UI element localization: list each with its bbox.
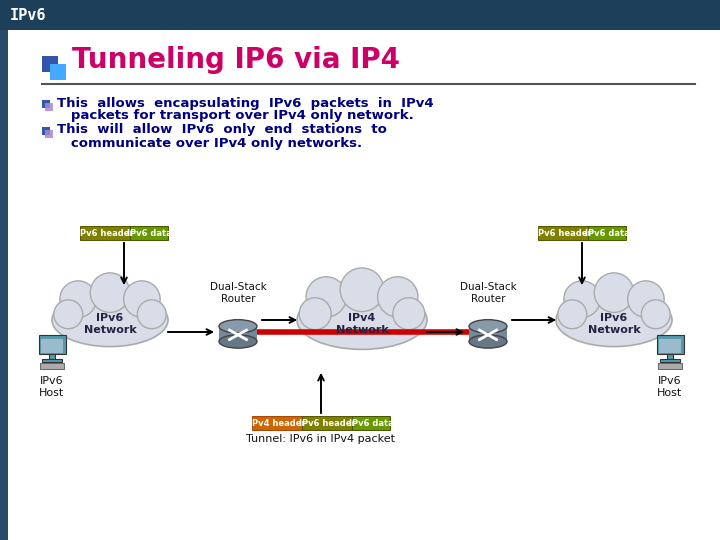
Bar bbox=[660, 339, 681, 353]
Circle shape bbox=[54, 300, 83, 329]
Text: IPv6 data: IPv6 data bbox=[127, 228, 171, 238]
Text: packets for transport over IPv4 only network.: packets for transport over IPv4 only net… bbox=[57, 110, 414, 123]
Bar bbox=[588, 226, 626, 240]
Ellipse shape bbox=[219, 320, 257, 333]
Text: IPv4 header: IPv4 header bbox=[248, 418, 305, 428]
Circle shape bbox=[594, 273, 634, 313]
Text: IPv6: IPv6 bbox=[10, 8, 47, 23]
Ellipse shape bbox=[469, 335, 507, 348]
Text: IPv4
Network: IPv4 Network bbox=[336, 313, 388, 335]
Bar bbox=[302, 416, 352, 430]
Circle shape bbox=[306, 276, 346, 317]
Circle shape bbox=[300, 298, 331, 329]
Bar bbox=[658, 362, 682, 369]
Text: IPv6
Network: IPv6 Network bbox=[588, 313, 640, 335]
Text: A: A bbox=[233, 348, 243, 361]
Bar bbox=[0, 30, 8, 540]
Circle shape bbox=[628, 281, 664, 318]
Text: Tunneling IP6 via IP4: Tunneling IP6 via IP4 bbox=[72, 46, 400, 74]
Text: This  allows  encapsulating  IPv6  packets  in  IPv4: This allows encapsulating IPv6 packets i… bbox=[57, 97, 433, 110]
Text: B: B bbox=[483, 348, 492, 361]
Circle shape bbox=[124, 281, 160, 318]
Bar bbox=[660, 359, 680, 362]
Bar bbox=[657, 335, 683, 354]
Bar bbox=[42, 100, 50, 108]
Circle shape bbox=[138, 300, 166, 329]
Bar bbox=[80, 226, 130, 240]
Bar bbox=[352, 416, 390, 430]
Circle shape bbox=[393, 298, 425, 329]
Text: Tunnel: IPv6 in IPv4 packet: Tunnel: IPv6 in IPv4 packet bbox=[246, 434, 395, 444]
Text: IPv6 header: IPv6 header bbox=[535, 228, 591, 238]
Bar bbox=[538, 226, 588, 240]
Text: Dual-Stack
Router: Dual-Stack Router bbox=[459, 282, 516, 304]
Bar bbox=[49, 354, 55, 360]
Circle shape bbox=[90, 273, 130, 313]
Ellipse shape bbox=[219, 335, 257, 348]
Text: IPv6
Host: IPv6 Host bbox=[40, 376, 65, 397]
Ellipse shape bbox=[297, 291, 427, 349]
Circle shape bbox=[558, 300, 587, 329]
Bar bbox=[45, 103, 53, 111]
Bar bbox=[38, 335, 66, 354]
Bar bbox=[252, 416, 302, 430]
Text: IPv6 header: IPv6 header bbox=[76, 228, 133, 238]
Bar bbox=[219, 325, 257, 341]
Text: IPv6
Host: IPv6 Host bbox=[657, 376, 683, 397]
Circle shape bbox=[340, 268, 384, 312]
Text: IPv6 data: IPv6 data bbox=[348, 418, 393, 428]
Circle shape bbox=[60, 281, 96, 318]
Text: This  will  allow  IPv6  only  end  stations  to: This will allow IPv6 only end stations t… bbox=[57, 124, 387, 137]
Text: communicate over IPv4 only networks.: communicate over IPv4 only networks. bbox=[57, 137, 362, 150]
Bar bbox=[42, 56, 58, 72]
Text: IPv6
Network: IPv6 Network bbox=[84, 313, 136, 335]
Circle shape bbox=[642, 300, 670, 329]
Bar bbox=[41, 339, 63, 353]
Circle shape bbox=[377, 276, 418, 317]
Bar bbox=[667, 354, 672, 360]
Bar bbox=[50, 64, 66, 80]
Ellipse shape bbox=[52, 293, 168, 347]
Text: IPv6 data: IPv6 data bbox=[585, 228, 629, 238]
Ellipse shape bbox=[469, 320, 507, 333]
Bar bbox=[42, 127, 50, 135]
Bar bbox=[469, 325, 507, 341]
Bar bbox=[0, 0, 720, 30]
Ellipse shape bbox=[556, 293, 672, 347]
Text: Dual-Stack
Router: Dual-Stack Router bbox=[210, 282, 266, 304]
Bar bbox=[40, 362, 63, 369]
Bar bbox=[42, 359, 62, 362]
Bar bbox=[45, 130, 53, 138]
Text: IPv6 header: IPv6 header bbox=[299, 418, 356, 428]
Circle shape bbox=[564, 281, 600, 318]
Bar bbox=[130, 226, 168, 240]
